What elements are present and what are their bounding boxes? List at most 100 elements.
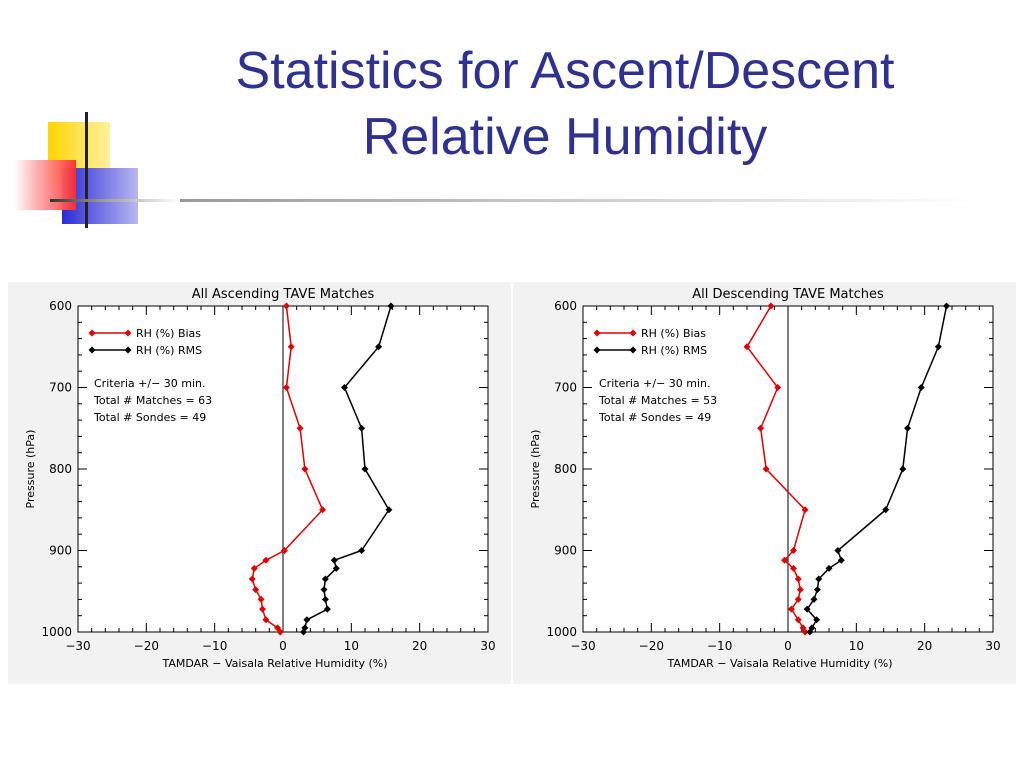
data-point-bias xyxy=(257,595,265,603)
y-tick-label: 1000 xyxy=(546,625,577,639)
x-tick-label: −30 xyxy=(570,639,595,653)
data-point-bias xyxy=(781,556,789,564)
data-point-rms xyxy=(361,465,369,473)
data-point-rms xyxy=(358,424,366,432)
data-point-rms xyxy=(943,302,951,310)
data-point-rms xyxy=(882,506,890,514)
data-point-bias xyxy=(762,465,770,473)
legend-marker xyxy=(88,346,96,354)
data-point-rms xyxy=(321,575,329,583)
chart-title: All Ascending TAVE Matches xyxy=(192,287,375,302)
data-point-rms xyxy=(899,465,907,473)
data-point-rms xyxy=(387,302,395,310)
data-point-rms xyxy=(810,595,818,603)
legend-label: RH (%) Bias xyxy=(136,327,201,340)
series-line-bias xyxy=(251,305,324,633)
x-axis-label: TAMDAR − Vaisala Relative Humidity (%) xyxy=(666,657,892,670)
data-point-rms xyxy=(834,547,842,554)
data-point-bias xyxy=(794,595,802,603)
data-point-bias xyxy=(801,628,809,636)
data-point-rms xyxy=(321,595,329,603)
data-point-bias xyxy=(757,424,765,432)
y-axis-label: Pressure (hPa) xyxy=(529,430,542,509)
data-point-bias xyxy=(319,506,327,514)
annotation-text: Total # Sondes = 49 xyxy=(93,411,206,424)
data-point-bias xyxy=(789,547,797,554)
x-tick-label: −10 xyxy=(202,639,227,653)
data-point-bias xyxy=(248,575,256,583)
annotation-text: Total # Matches = 63 xyxy=(93,394,212,407)
chart-title: All Descending TAVE Matches xyxy=(692,287,884,302)
logo-vertical-rule xyxy=(85,112,88,228)
x-tick-label: 30 xyxy=(985,639,1000,653)
x-tick-label: −30 xyxy=(65,639,90,653)
y-tick-label: 1000 xyxy=(41,625,72,639)
annotation-text: Criteria +/− 30 min. xyxy=(94,377,206,390)
data-point-bias xyxy=(259,605,266,613)
legend-marker xyxy=(88,329,96,337)
data-point-rms xyxy=(385,506,393,514)
series-line-rms xyxy=(302,305,392,633)
data-point-rms xyxy=(825,564,833,572)
series-line-rms xyxy=(806,305,948,633)
x-tick-label: 10 xyxy=(849,639,864,653)
data-point-rms xyxy=(803,605,811,613)
y-tick-label: 700 xyxy=(49,381,72,395)
slide-title-line-2: Relative Humidity xyxy=(362,108,768,166)
logo-red-square xyxy=(14,160,76,210)
slide-title: Statistics for Ascent/Descent Relative H… xyxy=(150,38,980,170)
data-point-bias xyxy=(774,384,782,391)
y-tick-label: 600 xyxy=(49,299,72,313)
y-tick-label: 800 xyxy=(49,462,72,476)
y-tick-label: 900 xyxy=(554,544,577,558)
data-point-rms xyxy=(815,575,823,583)
data-point-rms xyxy=(917,384,925,391)
legend-marker xyxy=(124,346,132,354)
x-tick-label: 0 xyxy=(279,639,287,653)
y-axis-label: Pressure (hPa) xyxy=(24,430,37,509)
data-point-bias xyxy=(262,556,270,564)
x-tick-label: −20 xyxy=(639,639,664,653)
data-point-rms xyxy=(320,586,328,594)
data-point-rms xyxy=(904,424,912,432)
descending-chart-panel: All Descending TAVE Matches −30 −20 −10 0 10 2… xyxy=(513,282,1016,684)
data-point-rms xyxy=(332,564,340,572)
y-tick-label: 900 xyxy=(49,544,72,558)
data-point-bias xyxy=(787,605,795,613)
data-point-bias xyxy=(801,506,809,514)
legend-label: RH (%) RMS xyxy=(641,344,707,357)
x-tick-label: −10 xyxy=(707,639,732,653)
data-point-rms xyxy=(375,343,383,351)
legend-marker xyxy=(124,329,132,337)
data-point-bias xyxy=(296,424,304,432)
legend-label: RH (%) Bias xyxy=(641,327,706,340)
legend-marker xyxy=(593,346,601,354)
x-tick-label: 20 xyxy=(917,639,932,653)
data-point-rms xyxy=(358,547,366,554)
legend-marker xyxy=(629,346,637,354)
data-point-rms xyxy=(934,343,942,351)
y-tick-label: 700 xyxy=(554,381,577,395)
legend-marker xyxy=(629,329,637,337)
data-point-rms xyxy=(813,586,821,594)
legend-marker xyxy=(593,329,601,337)
data-point-bias xyxy=(767,302,775,310)
x-tick-label: 0 xyxy=(784,639,792,653)
data-point-bias xyxy=(287,343,295,351)
ascending-chart-panel: All Ascending TAVE Matches −30 −20 −10 0 10 20… xyxy=(8,282,511,684)
data-point-bias xyxy=(794,575,802,583)
data-point-rms xyxy=(323,605,331,613)
data-point-bias xyxy=(282,302,290,310)
legend-label: RH (%) RMS xyxy=(136,344,202,357)
data-point-bias xyxy=(262,616,270,624)
logo-horizontal-rule xyxy=(50,199,180,202)
data-point-bias xyxy=(276,628,284,636)
slide-title-line-1: Statistics for Ascent/Descent xyxy=(235,42,895,100)
data-point-rms xyxy=(837,556,845,564)
data-point-bias xyxy=(250,564,258,572)
y-tick-label: 600 xyxy=(554,299,577,313)
y-tick-label: 800 xyxy=(554,462,577,476)
decorative-logo xyxy=(14,112,180,228)
data-point-rms xyxy=(330,556,338,564)
data-point-rms xyxy=(806,628,814,636)
